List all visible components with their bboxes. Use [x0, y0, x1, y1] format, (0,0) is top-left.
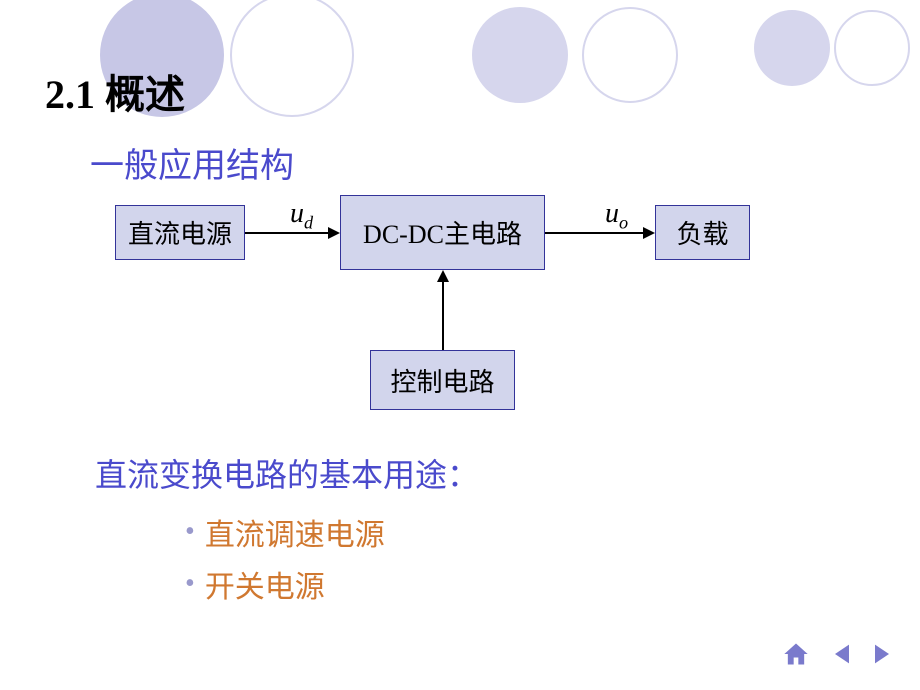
arrow-right-icon	[643, 227, 655, 239]
bullet-icon: •	[185, 570, 195, 598]
prev-icon[interactable]	[828, 640, 856, 672]
list-item: • 开关电源	[185, 562, 325, 606]
bullet-text: 开关电源	[205, 562, 325, 606]
bullet-text: 直流调速电源	[205, 510, 385, 554]
flow-node-ctrl: 控制电路	[370, 350, 515, 410]
next-icon[interactable]	[868, 640, 896, 672]
flow-node-label: 控制电路	[390, 362, 494, 399]
flow-node-label: 直流电源	[128, 214, 232, 251]
bullet-icon: •	[185, 518, 195, 546]
slide-subtitle: 一般应用结构	[90, 138, 294, 187]
edge-label: ud	[290, 198, 313, 234]
flow-node-label: 负载	[676, 214, 728, 251]
flow-node-src: 直流电源	[115, 205, 245, 260]
decor-circle	[754, 10, 830, 86]
flow-node-label: DC-DC主电路	[363, 214, 522, 251]
decor-circle	[472, 7, 568, 103]
list-item: • 直流调速电源	[185, 510, 385, 554]
decor-circle	[582, 7, 678, 103]
arrow-right-icon	[328, 227, 340, 239]
flow-node-load: 负载	[655, 205, 750, 260]
flow-edge	[245, 232, 328, 234]
arrow-up-icon	[437, 270, 449, 282]
slide-title: 2.1 概述	[45, 62, 185, 120]
section-title: 直流变换电路的基本用途：	[95, 450, 479, 496]
decor-circle	[834, 10, 910, 86]
edge-label: uo	[605, 198, 628, 234]
flow-edge	[545, 232, 643, 234]
flow-node-main: DC-DC主电路	[340, 195, 545, 270]
flow-edge	[442, 282, 444, 350]
decor-circle	[230, 0, 354, 117]
home-icon[interactable]	[782, 640, 810, 672]
